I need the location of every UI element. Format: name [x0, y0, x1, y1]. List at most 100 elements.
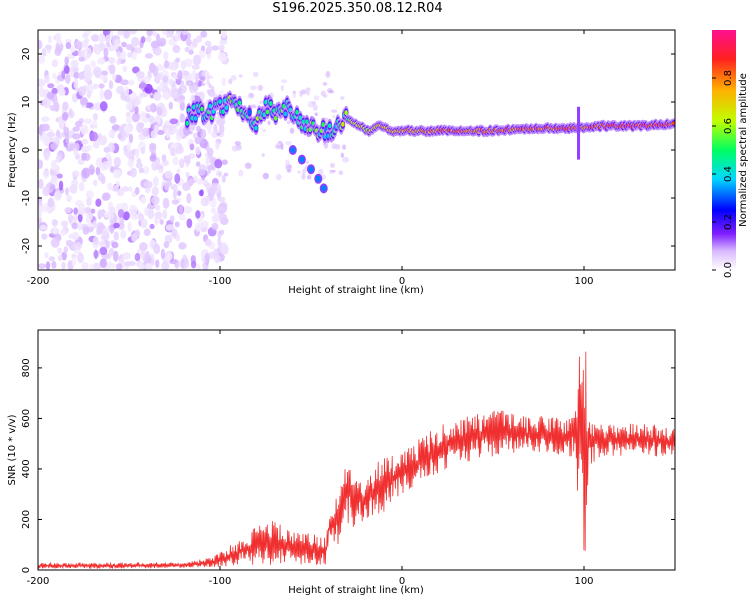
spectrogram-noise-blob [195, 210, 201, 219]
spectrogram-noise-blob [64, 74, 71, 84]
spectrogram-noise-blob [89, 263, 94, 270]
spectrogram-noise-blob [128, 186, 133, 192]
spectrogram-halo-blob [208, 83, 212, 89]
spectrogram-noise-blob [125, 43, 134, 51]
spectrogram-noise-blob [129, 204, 138, 215]
spectrogram-noise-blob [66, 195, 72, 203]
spectrogram-noise-blob [204, 253, 210, 263]
spectrogram-halo-blob [338, 170, 344, 176]
spectrogram-noise-blob [56, 192, 62, 200]
colorbar-tick-label: 0.6 [723, 118, 734, 134]
spectrogram-noise-blob [92, 262, 102, 270]
spectrogram-noise-blob [165, 30, 171, 38]
spectrogram-halo-blob [187, 81, 192, 87]
spectrogram-noise-blob [200, 129, 207, 139]
spectrogram-noise-blob [180, 258, 185, 269]
spectrogram-noise-blob [164, 182, 170, 191]
spectrogram-noise-blob [147, 208, 155, 220]
spectrogram-noise-blob [172, 156, 179, 166]
snr-series-line [38, 351, 675, 569]
spectrogram-noise-blob [169, 147, 176, 157]
spectrogram-halo-blob [302, 168, 306, 175]
spectrogram-noise-blob [105, 41, 111, 48]
spectrogram-noise-blob [160, 248, 166, 260]
spectrogram-noise-blob [78, 71, 85, 81]
spectrogram-noise-blob [88, 164, 95, 176]
spectrogram-noise-blob [131, 36, 140, 47]
spectrogram-noise-blob [168, 79, 174, 86]
spectrogram-noise-blob [213, 211, 221, 223]
spectrogram-noise-blob [134, 106, 139, 115]
spectrogram-noise-blob [140, 36, 146, 44]
spectrogram-track-core [265, 109, 270, 115]
spectrogram-halo-blob [313, 95, 320, 101]
spectrogram-noise-blob [73, 248, 82, 254]
spectrogram-noise-blob [96, 227, 101, 236]
spectrogram-noise-blob [125, 116, 133, 124]
spectrogram-halo-blob [187, 130, 193, 135]
spectrogram-noise-blob [86, 89, 92, 99]
spectrogram-noise-blob [44, 252, 49, 259]
spectrogram-noise-blob [111, 263, 116, 269]
spectrogram-halo-blob [250, 85, 257, 91]
spectrogram-halo-blob [322, 81, 328, 86]
spectrogram-halo-blob [267, 120, 271, 126]
spectrogram-noise-blob [52, 72, 57, 80]
spectrogram-track-core [273, 115, 278, 121]
spectrogram-noise-blob [113, 39, 120, 50]
spectrogram-noise-blob [142, 127, 150, 137]
spectrogram-halo-blob [289, 127, 295, 134]
spectrogram-halo-blob [262, 172, 269, 180]
spectrogram-noise-blob [184, 46, 190, 53]
spectrogram-noise-blob [44, 75, 50, 84]
spectrogram-noise-blob [82, 226, 90, 235]
spectrogram-noise-blob [200, 197, 209, 207]
spectrogram-noise-blob [128, 30, 138, 35]
colorbar-ticks: 0.0 0.2 0.4 0.6 0.8 [712, 70, 734, 278]
spectrogram-halo-blob [206, 78, 210, 86]
spectrogram-noise-blob [175, 145, 184, 154]
spectrogram-noise-blob [163, 241, 170, 249]
snr-frame [37, 329, 676, 571]
spectrogram-noise-blob [171, 128, 180, 134]
spectrogram-halo-blob [200, 82, 206, 86]
spectrogram-noise-blob [162, 30, 167, 36]
spectrogram-track-core [208, 103, 212, 109]
spectrogram-halo-blob [305, 87, 311, 91]
spectrogram-noise-blob [138, 167, 145, 174]
spectrogram-spike [577, 106, 581, 160]
spectrogram-noise-blob [151, 161, 158, 171]
spectrogram-noise-blob [51, 87, 58, 95]
spectrogram-noise-blob [38, 39, 42, 50]
spectrogram-noise-blob [168, 101, 173, 110]
spectrogram-halo-blob [188, 153, 196, 159]
spectrogram-halo-blob [207, 152, 211, 156]
spectrogram-halo-blob [209, 157, 214, 164]
spectrogram-noise-blob [155, 48, 161, 56]
spectrogram-noise-blob [164, 91, 170, 101]
spectrogram-noise-blob [179, 113, 186, 123]
spectrogram-halo-blob [280, 85, 284, 91]
spectrogram-noise-blob [144, 263, 153, 270]
spectrogram-track-core [295, 109, 299, 115]
snr-x-tick-label: -100 [209, 576, 232, 587]
spectrogram-noise-blob [57, 247, 63, 255]
spectrogram-noise-blob [65, 239, 73, 247]
spectrogram-noise-blob [57, 88, 66, 96]
spectrogram-noise-blob [107, 56, 116, 64]
spectrogram-noise-blob [135, 162, 143, 169]
snr-x-tick-label: -200 [27, 576, 50, 587]
spectrogram-noise-blob [46, 131, 56, 138]
spectrogram-halo-blob [331, 109, 338, 113]
spectrogram-noise-blob [92, 220, 97, 229]
spectrogram-halo-blob [314, 112, 318, 117]
spectrogram-noise-blob [41, 48, 47, 57]
spectrogram-noise-blob [115, 263, 123, 270]
spectrogram-noise-blob [155, 33, 161, 44]
spectrogram-noise-blob [197, 169, 206, 176]
spectrogram-halo-blob [244, 162, 252, 169]
spectrogram-noise-blob [77, 203, 86, 211]
spectrogram-y-tick-label: 10 [21, 96, 32, 109]
spectrogram-noise-blob [139, 110, 147, 122]
spectrogram-halo-blob [323, 142, 329, 149]
